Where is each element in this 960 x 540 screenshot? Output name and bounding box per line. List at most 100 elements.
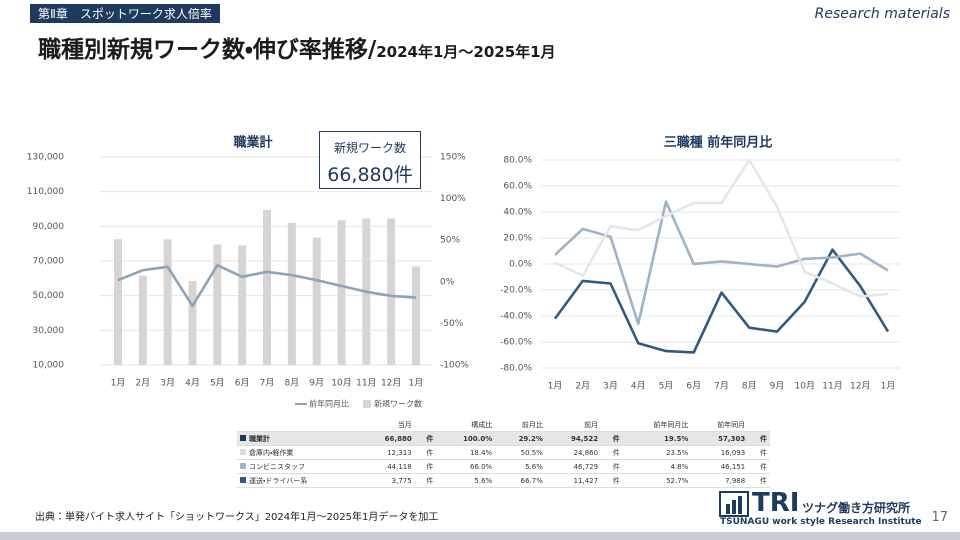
y-tick-label: 20.0% bbox=[503, 234, 532, 244]
table-cell: 職業計 bbox=[237, 431, 360, 446]
table-cell: 件 bbox=[601, 445, 623, 460]
table-header-cell: 前月 bbox=[545, 418, 602, 432]
y2-tick-label: 150% bbox=[440, 153, 466, 163]
bar bbox=[114, 239, 122, 365]
y-tick-label: -20.0% bbox=[500, 286, 532, 296]
x-tick-label: 1月 bbox=[409, 378, 424, 389]
legend-swatch bbox=[363, 400, 371, 408]
cell-text: 件 bbox=[426, 448, 434, 457]
series-line bbox=[554, 158, 889, 298]
series-line bbox=[553, 248, 890, 354]
table-cell: 件 bbox=[748, 431, 770, 446]
y-tick-label: 40.0% bbox=[503, 208, 532, 218]
chapter-tag: 第Ⅱ章 スポットワーク求人倍率 bbox=[30, 4, 220, 23]
research-label: Research materials bbox=[814, 6, 950, 22]
bar bbox=[412, 266, 420, 365]
cell-text: 19.5% bbox=[664, 434, 689, 443]
table-cell: 29.2% bbox=[495, 431, 546, 446]
bottom-band bbox=[0, 532, 960, 540]
table-row: コンビニスタッフ 44,118 件 66.0% 5.6% 46,729 件 4.8% 46,15… bbox=[237, 459, 770, 474]
table-header-cell bbox=[237, 418, 360, 432]
cell-text: 件 bbox=[760, 476, 767, 485]
table-row: 倉庫内・軽作業 12,313 件 18.4% 50.5% 24,860 件 23.5% 16,0… bbox=[237, 445, 770, 460]
cell-text: 66.0% bbox=[469, 462, 493, 471]
bar bbox=[163, 239, 172, 365]
y-tick-label: 110,000 bbox=[27, 187, 64, 197]
cell-text: 件 bbox=[612, 462, 620, 471]
cell-text: 46,729 bbox=[573, 462, 599, 471]
table-cell: 46,729 bbox=[545, 459, 602, 474]
table-cell: 44,118 bbox=[359, 459, 415, 474]
cell-text: 50.5% bbox=[520, 448, 543, 457]
x-tick-label: 12月 bbox=[850, 381, 870, 392]
table-cell: 7,988 bbox=[691, 473, 749, 488]
x-tick-label: 4月 bbox=[631, 381, 646, 392]
table-header-cell: 前月比 bbox=[495, 418, 546, 432]
table-header-cell: 当月 bbox=[359, 418, 415, 432]
y-tick-label: 70,000 bbox=[33, 257, 65, 267]
table-cell: 18.4% bbox=[436, 445, 496, 460]
table-cell: 100.0% bbox=[436, 431, 496, 446]
series-line bbox=[117, 263, 417, 308]
x-tick-label: 6月 bbox=[686, 381, 701, 392]
y2-tick-label: 0% bbox=[440, 277, 455, 287]
table-cell: 19.5% bbox=[622, 431, 692, 446]
cell-text: 16,093 bbox=[720, 448, 746, 457]
table-header: 当月 構成比 前月比 前月 前年同月比 前年同月 bbox=[237, 418, 770, 432]
x-tick-label: 2月 bbox=[135, 378, 150, 389]
legend-label: 前年同月比 bbox=[309, 399, 349, 409]
cell-text: 5.6% bbox=[525, 462, 543, 471]
table-cell: 12,313 bbox=[359, 445, 415, 460]
x-tick-label: 1月 bbox=[111, 378, 126, 389]
x-tick-label: 10月 bbox=[331, 378, 351, 389]
cell-text: 件 bbox=[612, 448, 620, 457]
chart-title: 職業計 bbox=[233, 135, 272, 151]
table-cell: 5.6% bbox=[495, 459, 546, 474]
table-header-cell: 構成比 bbox=[436, 418, 496, 432]
source: 出典：単発バイト求人サイト「ショットワークス」2024年1月～2025年1月デー… bbox=[35, 512, 439, 523]
table-cell: 運送・ドライバー系 bbox=[237, 473, 360, 488]
cell-text: 3,775 bbox=[391, 476, 412, 485]
title-main: 職種別新規ワーク数・伸び率推移/ bbox=[38, 37, 377, 63]
table-cell: 94,522 bbox=[545, 431, 602, 446]
y-tick-label: 50,000 bbox=[33, 291, 65, 301]
table-cell: 4.8% bbox=[622, 459, 692, 474]
table-cell: 5.6% bbox=[436, 473, 496, 488]
cell-text: 件 bbox=[612, 476, 620, 485]
cell-text: 運送・ドライバー系 bbox=[249, 476, 308, 485]
table-cell: 46,151 bbox=[691, 459, 749, 474]
table-header-cell: 前年同月 bbox=[691, 418, 749, 432]
y-tick-label: -80.0% bbox=[500, 364, 532, 374]
table-row: 運送・ドライバー系 3,775 件 5.6% 66.7% 11,427 件 52.7% 7,98… bbox=[237, 473, 770, 488]
table-cell: 66.0% bbox=[436, 459, 496, 474]
row-swatch bbox=[240, 462, 246, 469]
table-header-cell bbox=[748, 418, 770, 432]
legend-label: 新規ワーク数 bbox=[374, 399, 422, 409]
x-tick-label: 9月 bbox=[770, 381, 785, 392]
y2-tick-label: -50% bbox=[440, 319, 464, 329]
chart-title: 三職種 前年同月比 bbox=[664, 135, 773, 151]
cell-text: 件 bbox=[426, 462, 434, 471]
summary-table: 当月 構成比 前月比 前月 前年同月比 前年同月 職業計 66,880 件 100.0% 29.2%… bbox=[237, 418, 770, 488]
y-tick-label: 30,000 bbox=[33, 326, 65, 336]
table-cell: 件 bbox=[748, 445, 770, 460]
cell-text: 23.5% bbox=[666, 448, 689, 457]
x-tick-label: 6月 bbox=[235, 378, 250, 389]
x-tick-label: 5月 bbox=[210, 378, 225, 389]
logo-icon bbox=[719, 491, 749, 517]
cell-text: 100.0% bbox=[463, 434, 493, 443]
table-cell: 件 bbox=[414, 473, 437, 488]
cell-text: 件 bbox=[760, 434, 767, 443]
table-cell: 3,775 bbox=[359, 473, 415, 488]
cell-text: 件 bbox=[612, 434, 620, 443]
table-cell: 件 bbox=[601, 431, 623, 446]
x-tick-label: 1月 bbox=[881, 381, 896, 392]
x-tick-label: 3月 bbox=[160, 378, 175, 389]
table-cell: 24,860 bbox=[545, 445, 602, 460]
bar bbox=[312, 237, 321, 365]
cell-text: 46,151 bbox=[720, 462, 746, 471]
table-cell: 50.5% bbox=[495, 445, 546, 460]
page-number: 17 bbox=[931, 510, 948, 525]
